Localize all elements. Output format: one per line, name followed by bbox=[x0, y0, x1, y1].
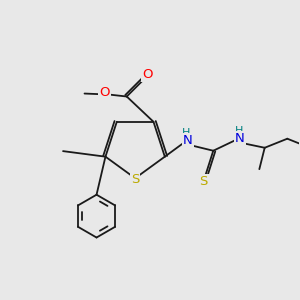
Text: O: O bbox=[142, 68, 153, 81]
Text: S: S bbox=[199, 175, 208, 188]
Text: H: H bbox=[235, 126, 243, 136]
Text: N: N bbox=[183, 134, 193, 147]
Text: H: H bbox=[182, 128, 191, 138]
Text: O: O bbox=[100, 86, 110, 99]
Text: S: S bbox=[131, 173, 139, 186]
Text: N: N bbox=[235, 132, 245, 145]
